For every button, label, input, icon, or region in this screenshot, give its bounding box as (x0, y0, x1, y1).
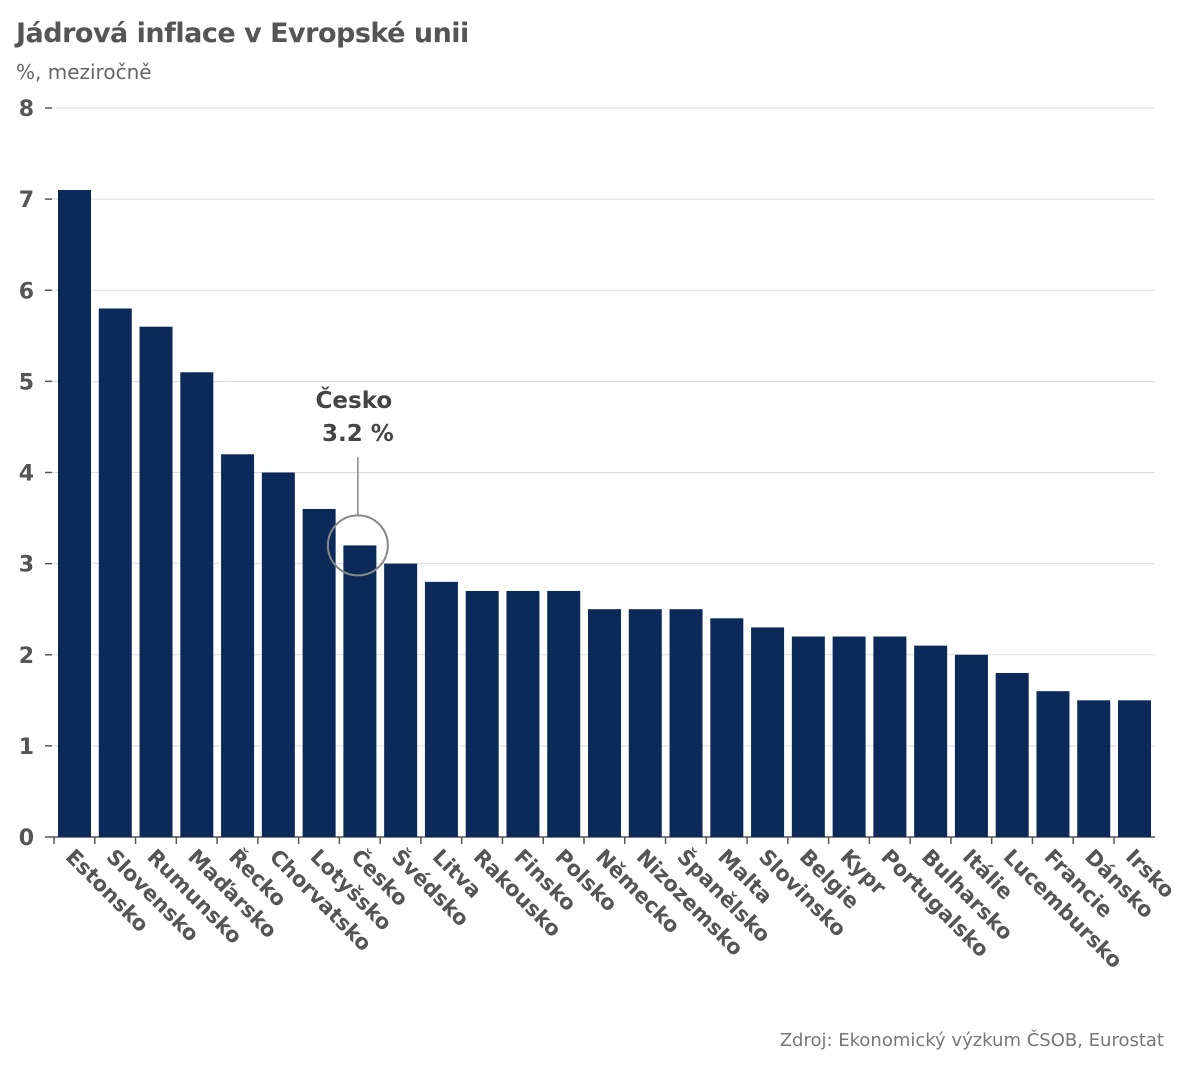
chart-title: Jádrová inflace v Evropské unii (16, 18, 469, 49)
bar-Malta (710, 618, 744, 837)
y-tick-label: 7 (19, 188, 34, 213)
bar-Lucembursko (995, 672, 1029, 837)
bar-Portugalsko (873, 636, 907, 837)
bar-Chorvatsko (261, 472, 295, 837)
bar-Finsko (506, 590, 540, 837)
annotation-label: Česko (316, 386, 393, 414)
y-tick-label: 1 (19, 735, 34, 760)
source-note: Zdroj: Ekonomický výzkum ČSOB, Eurostat (779, 1030, 1164, 1051)
bar-Estonsko (58, 190, 91, 837)
bar-Německo (588, 609, 621, 837)
bar-Francie (1036, 691, 1070, 837)
bar-Slovinsko (751, 627, 785, 837)
bar-Itálie (954, 654, 988, 837)
bar-Irsko (1118, 700, 1151, 837)
bar-Maďarsko (180, 372, 214, 837)
bar-Nizozemsko (628, 609, 662, 837)
chart-subtitle: %, meziročně (16, 60, 152, 84)
bar-Rumunsko (139, 326, 173, 837)
annotation-value: 3.2 % (322, 421, 394, 447)
bar-Dánsko (1077, 700, 1111, 837)
bar-Švédsko (384, 563, 418, 837)
y-tick-label: 3 (19, 553, 34, 578)
bar-Rakousko (465, 590, 499, 837)
bar-Španělsko (669, 609, 703, 837)
y-tick-label: 5 (19, 370, 34, 395)
bar-Řecko (221, 454, 255, 837)
bar-Litva (424, 581, 458, 837)
bar-Slovensko (98, 308, 132, 838)
y-tick-label: 0 (19, 826, 34, 851)
bar-Bulharsko (914, 645, 948, 837)
y-tick-label: 2 (19, 644, 34, 669)
y-tick-label: 8 (19, 97, 34, 122)
bar-Česko (343, 545, 377, 837)
bar-Belgie (791, 636, 825, 837)
bar-Kypr (832, 636, 866, 837)
y-tick-label: 4 (19, 462, 34, 487)
bar-Lotyšsko (302, 508, 336, 837)
y-tick-label: 6 (19, 279, 34, 304)
bar-Polsko (547, 590, 581, 837)
